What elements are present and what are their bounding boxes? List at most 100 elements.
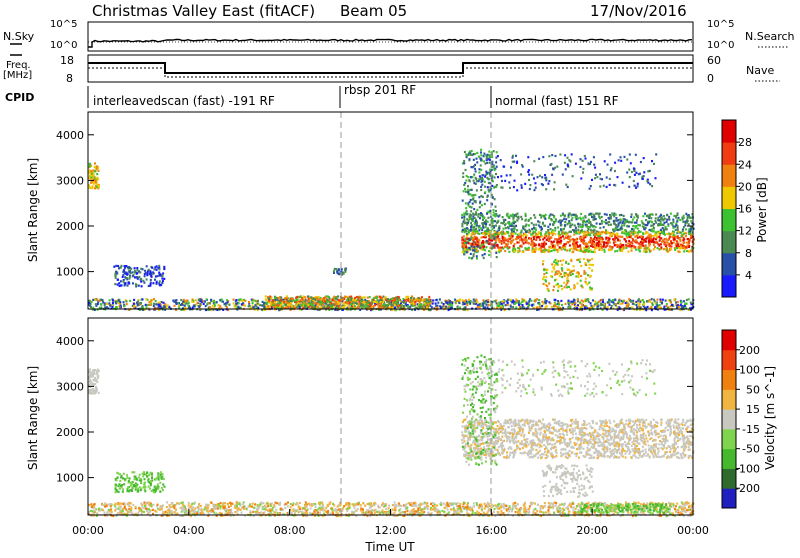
echo-cell bbox=[496, 166, 498, 168]
echo-cell bbox=[642, 299, 644, 301]
echo-cell bbox=[616, 250, 618, 252]
echo-cell bbox=[623, 224, 625, 226]
echo-cell bbox=[488, 304, 490, 306]
echo-cell bbox=[145, 298, 147, 300]
echo-cell bbox=[494, 220, 496, 222]
echo-cell bbox=[478, 229, 480, 231]
echo-cell bbox=[669, 299, 671, 301]
echo-cell bbox=[569, 235, 571, 237]
echo-cell bbox=[254, 300, 256, 302]
echo-cell bbox=[664, 241, 666, 243]
echo-cell bbox=[604, 251, 606, 253]
echo-cell bbox=[659, 248, 661, 250]
echo-cell bbox=[558, 303, 560, 305]
echo-cell bbox=[573, 284, 575, 286]
echo-cell bbox=[560, 240, 562, 242]
echo-cell bbox=[599, 235, 601, 237]
echo-cell bbox=[663, 248, 665, 250]
echo-cell bbox=[461, 214, 463, 216]
colorbar-swatch bbox=[722, 120, 736, 143]
echo-cell bbox=[475, 170, 477, 172]
echo-cell bbox=[505, 232, 507, 234]
echo-cell bbox=[683, 237, 685, 239]
echo-cell bbox=[214, 305, 216, 307]
echo-cell bbox=[537, 176, 539, 178]
echo-cell bbox=[643, 226, 645, 228]
echo-cell bbox=[504, 180, 506, 182]
echo-cell bbox=[295, 304, 297, 306]
echo-cell bbox=[649, 215, 651, 217]
echo-cell bbox=[473, 249, 475, 251]
echo-cell bbox=[132, 271, 134, 273]
echo-cell bbox=[482, 219, 484, 221]
echo-cell bbox=[607, 221, 609, 223]
echo-cell bbox=[547, 288, 549, 290]
echo-cell bbox=[553, 216, 555, 218]
echo-cell bbox=[561, 285, 563, 287]
echo-cell bbox=[579, 302, 581, 304]
echo-cell bbox=[626, 225, 628, 227]
echo-cell bbox=[640, 231, 642, 233]
echo-cell bbox=[470, 253, 472, 255]
echo-cell bbox=[469, 158, 471, 160]
echo-cell bbox=[642, 215, 644, 217]
echo-cell bbox=[632, 233, 634, 235]
echo-cell bbox=[595, 233, 597, 235]
echo-cell bbox=[561, 264, 563, 266]
echo-cell bbox=[478, 233, 480, 235]
echo-cell bbox=[642, 222, 644, 224]
echo-cell bbox=[483, 301, 485, 303]
echo-cell bbox=[617, 229, 619, 231]
echo-cell bbox=[252, 302, 254, 304]
echo-cell bbox=[114, 275, 116, 277]
echo-cell bbox=[561, 233, 563, 235]
echo-cell bbox=[97, 303, 99, 305]
echo-cell bbox=[674, 298, 676, 300]
echo-cell bbox=[473, 303, 475, 305]
echo-cell bbox=[279, 306, 281, 308]
echo-cell bbox=[680, 301, 682, 303]
echo-cell bbox=[479, 201, 481, 203]
echo-cell bbox=[516, 238, 518, 240]
echo-cell bbox=[268, 297, 270, 299]
echo-cell bbox=[618, 222, 620, 224]
echo-cell bbox=[686, 242, 688, 244]
echo-cell bbox=[501, 180, 503, 182]
echo-cell bbox=[495, 210, 497, 212]
echo-cell bbox=[664, 222, 666, 224]
echo-cell bbox=[683, 242, 685, 244]
echo-cell bbox=[118, 282, 120, 284]
echo-cell bbox=[518, 216, 520, 218]
echo-cell bbox=[308, 295, 310, 297]
echo-cell bbox=[487, 299, 489, 301]
echo-cell bbox=[571, 217, 573, 219]
echo-cell bbox=[678, 217, 680, 219]
echo-cell bbox=[568, 511, 570, 513]
echo-cell bbox=[666, 228, 668, 230]
echo-cell bbox=[465, 191, 467, 193]
echo-cell bbox=[498, 215, 500, 217]
echo-cell bbox=[188, 302, 190, 304]
echo-cell bbox=[543, 283, 545, 285]
echo-cell bbox=[689, 239, 691, 241]
echo-cell bbox=[356, 296, 358, 298]
echo-cell bbox=[96, 173, 98, 175]
echo-cell bbox=[480, 169, 482, 171]
echo-cell bbox=[624, 229, 626, 231]
echo-cell bbox=[534, 189, 536, 191]
echo-cell bbox=[614, 184, 616, 186]
echo-cell bbox=[573, 265, 575, 267]
echo-cell bbox=[540, 247, 542, 249]
echo-cell bbox=[635, 154, 637, 156]
echo-cell bbox=[90, 306, 92, 308]
echo-cell bbox=[336, 303, 338, 305]
echo-cell bbox=[554, 279, 556, 281]
echo-cell bbox=[458, 299, 460, 301]
echo-cell bbox=[632, 225, 634, 227]
beam-label: Beam 05 bbox=[340, 2, 407, 20]
echo-cell bbox=[562, 213, 564, 215]
echo-cell bbox=[628, 298, 630, 300]
echo-cell bbox=[462, 176, 464, 178]
echo-cell bbox=[91, 301, 93, 303]
